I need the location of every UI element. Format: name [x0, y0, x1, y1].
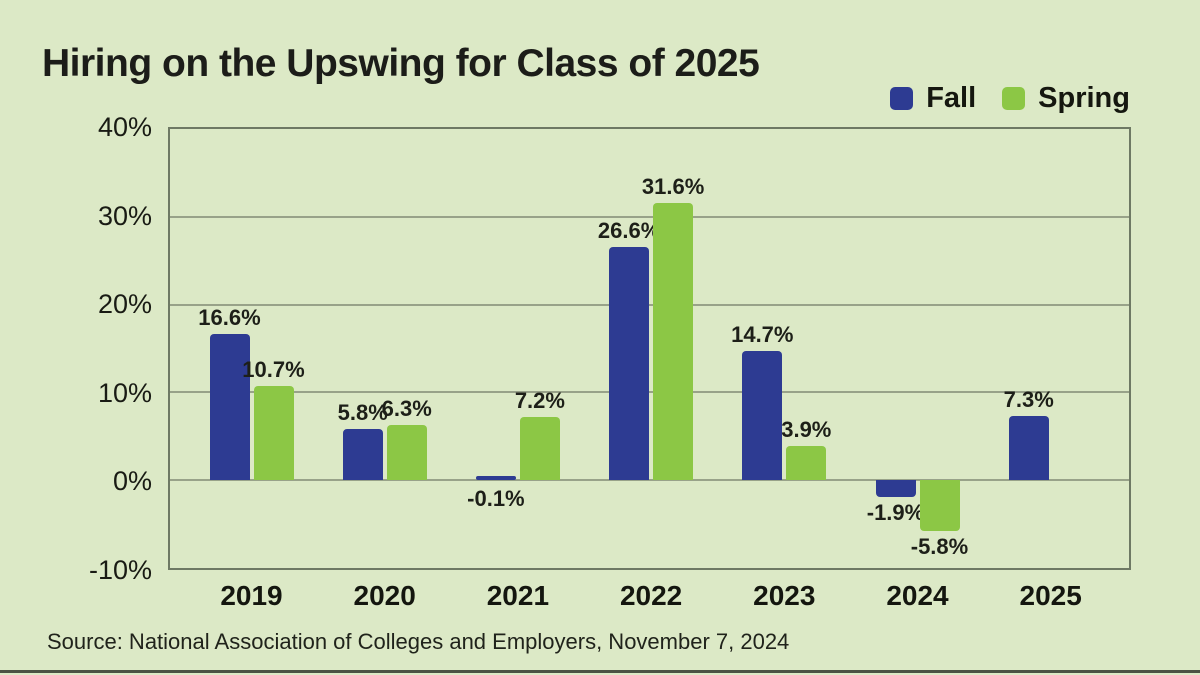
- bar-spring-2024: [919, 480, 960, 532]
- value-label-spring-2019: 10.7%: [242, 357, 305, 383]
- value-label-fall-2024: -1.9%: [866, 499, 925, 525]
- legend-item-fall: Fall: [890, 82, 976, 115]
- value-label-fall-2021: -0.1%: [467, 486, 525, 512]
- y-tick-label-40: 40%: [97, 112, 152, 142]
- gridline-10: [170, 391, 1129, 394]
- bar-spring-2023: [786, 445, 827, 481]
- x-axis-tick-labels: 2019 2020 2021 2022 2023 2024 2025: [168, 580, 1131, 614]
- value-label-fall-2022: 26.6%: [597, 217, 661, 243]
- gridline-20: [170, 303, 1129, 306]
- value-label-spring-2021: 7.2%: [514, 387, 565, 413]
- x-tick-label-2025: 2025: [1019, 580, 1082, 611]
- x-tick-label-2021: 2021: [486, 580, 550, 611]
- bottom-divider: [0, 670, 1200, 673]
- value-label-spring-2024: -5.8%: [910, 534, 969, 560]
- y-tick-label--10: -10%: [88, 555, 152, 585]
- y-tick-label-0: 0%: [112, 466, 152, 497]
- x-tick-label-2020: 2020: [353, 580, 416, 611]
- bar-fall-2023: [742, 351, 783, 481]
- bar-spring-2020: [386, 424, 427, 481]
- x-tick-label-2024: 2024: [886, 580, 949, 611]
- y-axis-tick-labels: 40% 30% 20% 10% 0% -10%: [0, 112, 152, 585]
- value-label-spring-2023: 3.9%: [781, 416, 832, 442]
- legend-swatch-icon-spring: [1002, 87, 1026, 110]
- bar-fall-2022: [609, 246, 650, 481]
- chart-title: Hiring on the Upswing for Class of 2025: [42, 42, 760, 86]
- bar-fall-2024: [875, 480, 916, 497]
- value-label-spring-2022: 31.6%: [641, 173, 705, 199]
- value-label-fall-2020: 5.8%: [337, 400, 388, 426]
- gridline-30: [170, 215, 1129, 218]
- value-label-fall-2025: 7.3%: [1003, 387, 1054, 413]
- bar-fall-2019: [209, 334, 250, 481]
- legend-label-spring: Spring: [1038, 82, 1130, 114]
- x-tick-label-2023: 2023: [753, 580, 816, 611]
- x-tick-label-2019: 2019: [220, 580, 283, 611]
- x-tick-label-2022: 2022: [619, 580, 683, 611]
- bar-spring-2022: [653, 202, 694, 481]
- bar-fall-2020: [342, 429, 383, 481]
- y-tick-label-10: 10%: [97, 377, 152, 408]
- value-label-fall-2023: 14.7%: [731, 322, 794, 348]
- legend-swatch-icon-fall: [890, 87, 914, 110]
- bar-spring-2021: [519, 416, 560, 481]
- value-label-spring-2020: 6.3%: [381, 395, 432, 421]
- y-tick-label-20: 20%: [97, 289, 152, 320]
- gridline-0: [170, 479, 1129, 482]
- bar-fall-2021: [475, 476, 516, 481]
- source-attribution: Source: National Association of Colleges…: [47, 629, 790, 654]
- y-tick-label-30: 30%: [97, 200, 152, 231]
- value-label-fall-2019: 16.6%: [198, 305, 261, 331]
- legend-item-spring: Spring: [1002, 82, 1130, 115]
- legend-label-fall: Fall: [926, 82, 977, 114]
- legend: Fall Spring: [890, 82, 1130, 115]
- bar-spring-2019: [253, 386, 294, 481]
- plot-area: 16.6% 10.7% 5.8% 6.3% -0.1% 7.2% 26.6% 31.6% 14.…: [168, 127, 1131, 570]
- bar-fall-2025: [1008, 416, 1049, 481]
